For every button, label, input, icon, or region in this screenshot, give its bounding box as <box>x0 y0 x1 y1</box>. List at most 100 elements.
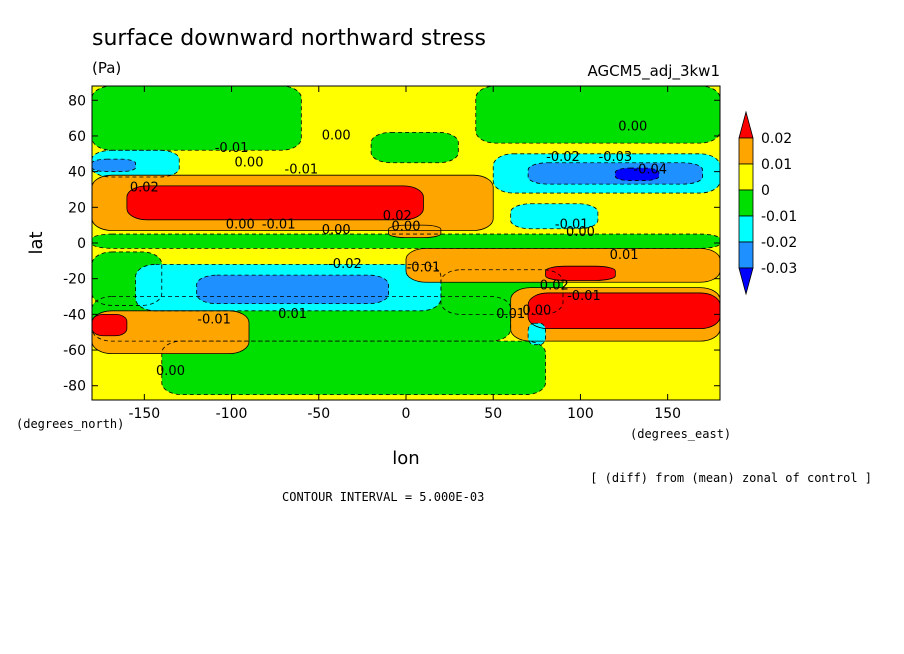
colorbar-swatch <box>738 215 754 243</box>
region-orange-13 <box>388 225 441 238</box>
colorbar-bottom-arrow <box>738 267 754 296</box>
x-axis-label: lon <box>392 448 419 469</box>
y-tick-label: 0 <box>77 236 86 252</box>
x-tick-label: -100 <box>216 406 248 422</box>
y-axis-ticks: 80 60 40 20 0 -20 -40 -60 -80 <box>63 93 720 395</box>
contour-label: 0.00 <box>566 225 595 240</box>
colorbar-swatch <box>738 241 754 269</box>
footnote: [ (diff) from (mean) zonal of control ] <box>590 471 872 485</box>
contour-label: -0.04 <box>633 162 667 177</box>
contour-label: -0.01 <box>285 162 319 177</box>
contour-label: 0.00 <box>235 155 264 170</box>
contour-line-20 <box>405 247 720 283</box>
filled-contour-regions <box>92 86 720 400</box>
contour-line-15 <box>527 162 703 185</box>
contour-line-5 <box>92 251 163 306</box>
contour-lines <box>92 86 720 396</box>
contour-labels: 0.000.00-0.010.00 -0.010.02-0.02 -0.03-0.0… <box>130 120 667 379</box>
region-red-21 <box>545 266 616 281</box>
experiment-label: AGCM5_adj_3kw1 <box>587 62 720 81</box>
contour-label: 0.00 <box>156 364 185 379</box>
x-axis-ticks: -150 -100 -50 0 50 100 150 <box>128 86 681 422</box>
y-tick-label: -40 <box>63 307 86 323</box>
region-green-3 <box>371 132 459 163</box>
contour-label: -0.01 <box>197 312 231 327</box>
colorbar-top-arrow <box>738 110 754 139</box>
region-cyan-26 <box>528 323 546 345</box>
y-tick-label: -60 <box>63 343 86 359</box>
contour-label: 0.00 <box>322 223 351 238</box>
region-red-23 <box>528 292 720 329</box>
contour-line-21 <box>545 265 616 281</box>
contour-line-25 <box>92 313 128 337</box>
contour-line-24 <box>92 310 250 355</box>
contour-label: 0.00 <box>522 303 551 318</box>
region-red-25 <box>92 314 127 336</box>
y-tick-label: -80 <box>63 379 86 395</box>
contour-label: 0.00 <box>322 129 351 144</box>
x-units-label: (degrees_east) <box>630 427 731 441</box>
y-tick-label: 60 <box>68 129 86 145</box>
contour-line-7 <box>161 340 546 396</box>
y-tick-label: -20 <box>63 272 86 288</box>
contour-label: 0.01 <box>496 307 525 322</box>
y-axis-label: lat <box>26 231 47 254</box>
contour-line-11 <box>92 174 494 231</box>
region-green-4 <box>92 234 720 249</box>
region-red-12 <box>126 185 424 220</box>
contour-line-17 <box>510 203 599 230</box>
contour-label: 0.01 <box>278 307 307 322</box>
contour-label: -0.01 <box>262 218 296 233</box>
y-units-label: (degrees_north) <box>16 417 124 431</box>
contour-label: 0.02 <box>130 180 159 195</box>
contour-line-10 <box>92 158 137 173</box>
colorbar-swatch <box>738 137 754 165</box>
contour-label: 0.02 <box>540 278 569 293</box>
region-orange-20 <box>406 248 720 283</box>
x-tick-label: 50 <box>484 406 502 422</box>
colorbar-label: -0.01 <box>761 209 797 225</box>
contour-line-13 <box>388 224 442 239</box>
chart-subtitle: (Pa) <box>92 59 121 77</box>
x-tick-label: -50 <box>307 406 330 422</box>
contour-label: -0.02 <box>328 257 362 272</box>
contour-line-26 <box>527 322 546 346</box>
contour-interval: CONTOUR INTERVAL = 5.000E-03 <box>282 490 484 504</box>
region-lightblue-10 <box>92 159 136 172</box>
region-green-7 <box>161 341 546 395</box>
x-tick-label: -150 <box>128 406 160 422</box>
region-cyan-17 <box>510 203 598 229</box>
colorbar-label: -0.02 <box>761 235 797 251</box>
colorbar: 0.02 0.01 0 -0.01 -0.02 -0.03 <box>738 110 797 296</box>
contour-line-14 <box>492 153 720 194</box>
y-tick-label: 40 <box>68 165 86 181</box>
contour-label: -0.02 <box>546 150 580 165</box>
contour-line-2 <box>475 86 720 144</box>
contour-label: 0.00 <box>226 218 255 233</box>
contour-label: 0.00 <box>392 220 421 235</box>
contour-label: -0.01 <box>567 289 601 304</box>
y-tick-label: 20 <box>68 200 86 216</box>
contour-line-4 <box>92 233 720 249</box>
colorbar-label: 0.01 <box>761 157 792 173</box>
contour-label: -0.01 <box>555 218 589 233</box>
contour-label: -0.01 <box>407 261 441 276</box>
contour-line-16 <box>614 167 660 181</box>
region-green-2 <box>475 86 720 144</box>
contour-label: -0.03 <box>599 150 633 165</box>
region-orange-24 <box>92 310 249 354</box>
contour-label: 0.02 <box>383 209 412 224</box>
contour-line-18 <box>135 264 442 312</box>
region-green-1 <box>92 86 302 151</box>
contour-label: -0.01 <box>215 141 249 156</box>
x-tick-label: 0 <box>402 406 411 422</box>
x-tick-label: 100 <box>567 406 594 422</box>
colorbar-label: 0.02 <box>761 131 792 147</box>
colorbar-swatch <box>738 189 754 217</box>
region-blue-16 <box>615 168 659 181</box>
contour-label: 0.01 <box>610 248 639 263</box>
colorbar-swatch <box>738 163 754 191</box>
contour-line-1 <box>92 86 302 151</box>
region-lightblue-19 <box>196 275 389 304</box>
